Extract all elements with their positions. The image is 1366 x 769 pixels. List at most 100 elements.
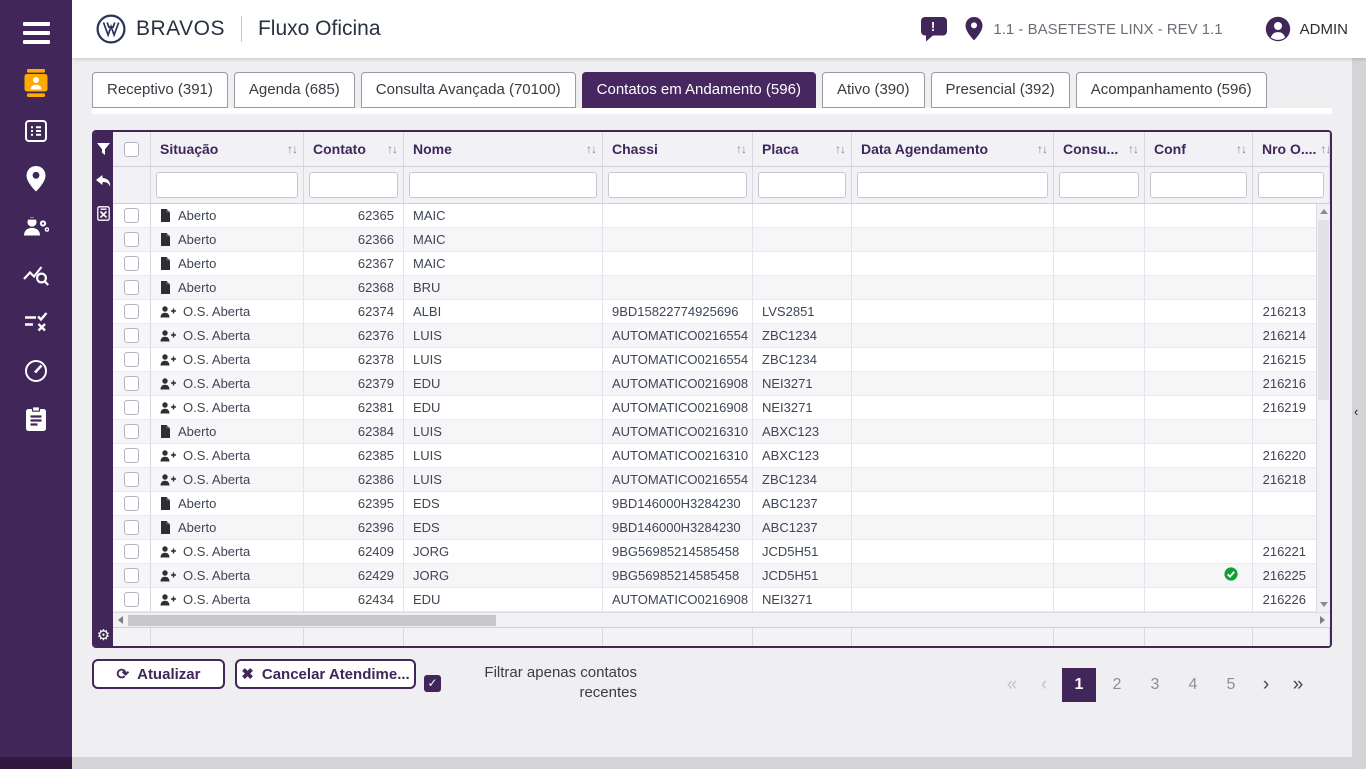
row-checkbox[interactable]	[124, 376, 139, 391]
row-checkbox[interactable]	[124, 472, 139, 487]
page-3-button[interactable]: 3	[1150, 676, 1160, 693]
table-row[interactable]: O.S. Aberta 62409 JORG 9BG56985214585458 JCD…	[113, 540, 1330, 564]
cancel-service-button[interactable]: ✖ Cancelar Atendime...	[235, 659, 416, 689]
collapse-panel-icon[interactable]: ‹	[1354, 404, 1359, 419]
table-row[interactable]: O.S. Aberta 62378 LUIS AUTOMATICO0216554 ZBC…	[113, 348, 1330, 372]
column-header-consu[interactable]: Consu... ↑↓	[1054, 132, 1145, 166]
tab-presencial-392[interactable]: Presencial (392)	[930, 72, 1070, 108]
column-header-conf[interactable]: Conf ↑↓	[1145, 132, 1253, 166]
column-header-placa[interactable]: Placa ↑↓	[753, 132, 852, 166]
page-2-button[interactable]: 2	[1112, 676, 1122, 693]
excel-export-icon[interactable]	[96, 206, 111, 221]
page-5-button[interactable]: 5	[1226, 676, 1236, 693]
table-row[interactable]: Aberto 62365 MAIC	[113, 204, 1330, 228]
row-checkbox[interactable]	[124, 304, 139, 319]
row-checkbox[interactable]	[124, 256, 139, 271]
column-header-nro_os[interactable]: Nro O.... ↑↓	[1253, 132, 1330, 166]
filter-input-chassi[interactable]	[608, 172, 747, 198]
page-first-button[interactable]: «	[1006, 674, 1018, 695]
table-row[interactable]: Aberto 62396 EDS 9BD146000H3284230 ABC1237	[113, 516, 1330, 540]
vertical-scroll-thumb[interactable]	[1318, 220, 1329, 400]
row-checkbox[interactable]	[124, 400, 139, 415]
filter-input-contato[interactable]	[309, 172, 398, 198]
row-checkbox[interactable]	[124, 448, 139, 463]
sidebar-item-tasks[interactable]	[19, 308, 53, 342]
table-row[interactable]: Aberto 62366 MAIC	[113, 228, 1330, 252]
sidebar-item-mechanic[interactable]	[19, 212, 53, 246]
tab-ativo-390[interactable]: Ativo (390)	[821, 72, 925, 108]
row-checkbox[interactable]	[124, 520, 139, 535]
column-header-chassi[interactable]: Chassi ↑↓	[603, 132, 753, 166]
row-checkbox[interactable]	[124, 232, 139, 247]
filter-input-situacao[interactable]	[156, 172, 298, 198]
tab-receptivo-391[interactable]: Receptivo (391)	[92, 72, 228, 108]
table-row[interactable]: O.S. Aberta 62374 ALBI 9BD15822774925696 LVS…	[113, 300, 1330, 324]
page-last-button[interactable]: »	[1292, 674, 1304, 695]
page-next-button[interactable]: ›	[1262, 674, 1270, 695]
column-header-situacao[interactable]: Situação ↑↓	[151, 132, 304, 166]
alerts-button[interactable]: !	[921, 16, 948, 42]
horizontal-scroll-thumb[interactable]	[128, 614, 496, 626]
table-row[interactable]: O.S. Aberta 62386 LUIS AUTOMATICO0216554 ZBC…	[113, 468, 1330, 492]
row-checkbox[interactable]	[124, 592, 139, 607]
sidebar-item-contacts[interactable]	[19, 68, 53, 102]
tab-acompanhamento-596[interactable]: Acompanhamento (596)	[1075, 72, 1267, 108]
table-row[interactable]: Aberto 62384 LUIS AUTOMATICO0216310 ABXC123	[113, 420, 1330, 444]
scroll-left-icon[interactable]	[118, 616, 123, 624]
column-header-contato[interactable]: Contato ↑↓	[304, 132, 404, 166]
filter-input-conf[interactable]	[1150, 172, 1247, 198]
filter-input-placa[interactable]	[758, 172, 846, 198]
scroll-up-icon[interactable]	[1320, 209, 1328, 214]
row-checkbox[interactable]	[124, 568, 139, 583]
row-checkbox[interactable]	[124, 352, 139, 367]
row-checkbox[interactable]	[124, 208, 139, 223]
select-all-checkbox[interactable]	[124, 141, 139, 157]
table-row[interactable]: Aberto 62395 EDS 9BD146000H3284230 ABC1237	[113, 492, 1330, 516]
table-row[interactable]: O.S. Aberta 62429 JORG 9BG56985214585458 JCD…	[113, 564, 1330, 588]
situacao-label: Aberto	[178, 256, 217, 271]
filter-input-nome[interactable]	[409, 172, 597, 198]
table-row[interactable]: O.S. Aberta 62379 EDU AUTOMATICO0216908 NEI3…	[113, 372, 1330, 396]
sidebar-item-analytics[interactable]	[19, 260, 53, 294]
tab-agenda-685[interactable]: Agenda (685)	[233, 72, 355, 108]
environment-label[interactable]: 1.1 - BASETESTE LINX - REV 1.1	[993, 20, 1223, 38]
table-row[interactable]: Aberto 62367 MAIC	[113, 252, 1330, 276]
sidebar-item-dashboard[interactable]	[19, 356, 53, 390]
sidebar-item-clipboard[interactable]	[19, 404, 53, 438]
gear-icon[interactable]: ⚙	[96, 627, 111, 644]
page-4-button[interactable]: 4	[1188, 676, 1198, 693]
row-checkbox[interactable]	[124, 496, 139, 511]
location-selector[interactable]	[965, 17, 983, 41]
row-select-cell	[113, 372, 151, 396]
scroll-right-icon[interactable]	[1320, 616, 1325, 624]
refresh-button[interactable]: ⟳ Atualizar	[92, 659, 225, 689]
page-1-button[interactable]: 1	[1062, 668, 1096, 702]
row-checkbox[interactable]	[124, 424, 139, 439]
row-checkbox[interactable]	[124, 280, 139, 295]
column-header-nome[interactable]: Nome ↑↓	[404, 132, 603, 166]
table-row[interactable]: O.S. Aberta 62434 EDU AUTOMATICO0216908 NEI3…	[113, 588, 1330, 612]
table-row[interactable]: O.S. Aberta 62385 LUIS AUTOMATICO0216310 ABX…	[113, 444, 1330, 468]
scroll-down-icon[interactable]	[1320, 602, 1328, 607]
table-row[interactable]: Aberto 62368 BRU	[113, 276, 1330, 300]
filter-input-data_agendamento[interactable]	[857, 172, 1048, 198]
tab-consulta-avan-ada-70100[interactable]: Consulta Avançada (70100)	[360, 72, 576, 108]
horizontal-scrollbar[interactable]	[113, 612, 1330, 627]
filter-icon[interactable]	[96, 142, 111, 157]
page-prev-button[interactable]: ‹	[1040, 674, 1048, 695]
filter-recent-checkbox[interactable]: ✓	[424, 675, 441, 692]
filter-input-consu[interactable]	[1059, 172, 1139, 198]
table-row[interactable]: O.S. Aberta 62381 EDU AUTOMATICO0216908 NEI3…	[113, 396, 1330, 420]
sidebar-item-location[interactable]	[19, 164, 53, 198]
column-header-data_agendamento[interactable]: Data Agendamento ↑↓	[852, 132, 1054, 166]
row-checkbox[interactable]	[124, 544, 139, 559]
table-row[interactable]: O.S. Aberta 62376 LUIS AUTOMATICO0216554 ZBC…	[113, 324, 1330, 348]
vertical-scrollbar[interactable]	[1316, 204, 1330, 612]
user-menu[interactable]: ADMIN	[1265, 16, 1348, 42]
hamburger-menu-icon[interactable]	[22, 22, 50, 44]
tab-contatos-em-andamento-596[interactable]: Contatos em Andamento (596)	[581, 72, 816, 108]
undo-icon[interactable]	[96, 174, 111, 189]
row-checkbox[interactable]	[124, 328, 139, 343]
sidebar-item-forms[interactable]	[19, 116, 53, 150]
filter-input-nro_os[interactable]	[1258, 172, 1324, 198]
